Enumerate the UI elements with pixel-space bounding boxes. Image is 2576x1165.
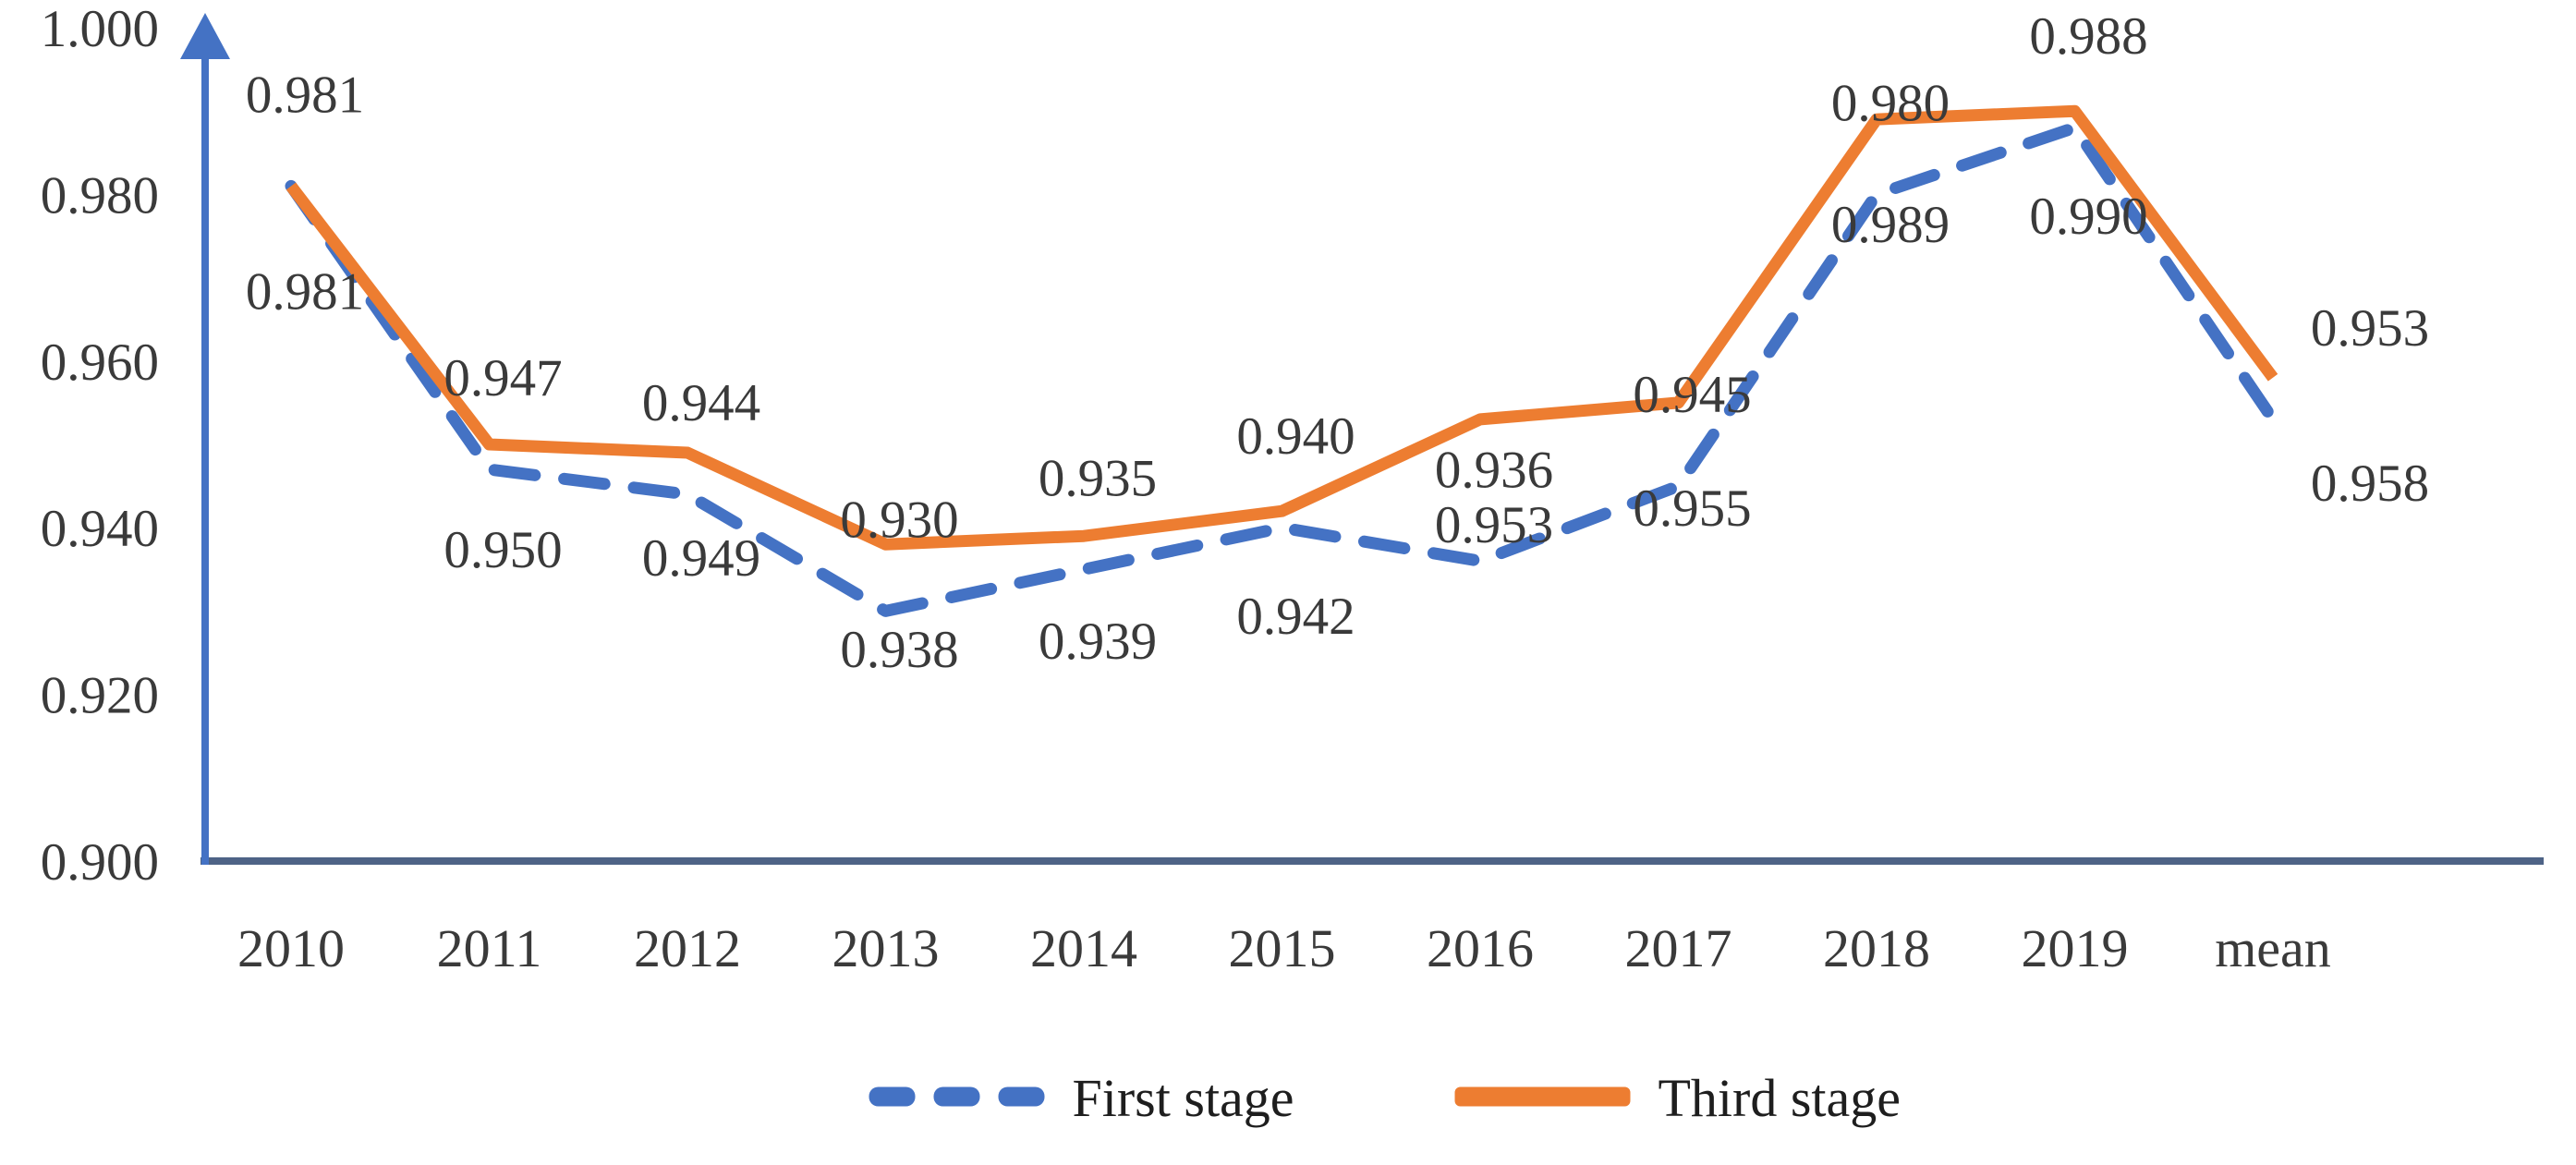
data-label: 0.981	[246, 66, 364, 124]
y-tick-label: 0.940	[41, 500, 159, 558]
y-tick-label: 0.960	[41, 334, 159, 392]
data-label: 0.981	[246, 262, 364, 321]
x-category-label: 2010	[237, 918, 345, 978]
y-tick-label: 0.980	[41, 166, 159, 225]
x-category-label: 2017	[1625, 918, 1732, 978]
legend-entry-first-stage: First stage	[869, 1068, 1294, 1128]
x-category-label: 2015	[1229, 918, 1336, 978]
legend-dashed-line-swatch	[869, 1086, 1045, 1107]
legend-solid-line-swatch	[1454, 1086, 1631, 1107]
data-label: 0.947	[444, 349, 562, 407]
x-category-label: 2014	[1030, 918, 1137, 978]
data-label: 0.950	[444, 521, 562, 579]
data-label: 0.935	[1039, 449, 1157, 507]
data-label: 0.990	[2029, 188, 2147, 246]
x-category-label: 2018	[1823, 918, 1930, 978]
data-label: 0.988	[2029, 7, 2147, 66]
legend-entry-third-stage: Third stage	[1454, 1068, 1902, 1128]
x-category-label: 2019	[2022, 918, 2129, 978]
legend-label: First stage	[1073, 1068, 1294, 1128]
x-category-label: 2013	[832, 918, 940, 978]
data-label: 0.938	[840, 621, 958, 679]
y-axis-tick-labels: 1.000 0.980 0.960 0.940 0.920 0.900	[41, 0, 159, 892]
data-labels-third-stage: 0.981 0.950 0.949 0.938 0.939 0.942 0.953 0.955…	[246, 188, 2429, 679]
data-label: 0.980	[1831, 74, 1950, 132]
legend-dash	[998, 1086, 1045, 1107]
x-category-label: 2012	[634, 918, 741, 978]
data-label: 0.949	[642, 529, 760, 588]
legend-dash	[933, 1086, 980, 1107]
data-label: 0.930	[840, 491, 958, 549]
y-tick-label: 0.920	[41, 667, 159, 725]
x-axis-category-labels: 2010 2011 2012 2013 2014 2015 2016 2017 2018 2019…	[237, 918, 2331, 978]
series-line-third-stage	[286, 104, 2278, 551]
data-label: 0.939	[1039, 613, 1157, 671]
data-label: 0.953	[1435, 496, 1553, 554]
data-label: 0.944	[642, 374, 760, 432]
y-tick-label: 1.000	[41, 0, 159, 58]
data-label: 0.945	[1633, 366, 1751, 424]
data-label: 0.940	[1236, 407, 1355, 466]
data-labels-first-stage: 0.981 0.947 0.944 0.930 0.935 0.940 0.936 0.945…	[246, 7, 2429, 549]
data-label: 0.989	[1831, 196, 1950, 254]
x-category-label: 2016	[1427, 918, 1534, 978]
x-category-label: 2011	[437, 918, 542, 978]
data-label: 0.942	[1236, 588, 1355, 646]
data-label: 0.955	[1633, 479, 1751, 538]
legend: First stage Third stage	[869, 1068, 1902, 1128]
y-tick-label: 0.900	[41, 833, 159, 892]
series-line-first-stage	[285, 121, 2279, 617]
legend-dash	[869, 1086, 916, 1107]
data-label: 0.953	[2311, 299, 2429, 358]
data-label: 0.936	[1435, 441, 1553, 499]
y-axis-arrow-icon	[180, 13, 230, 59]
legend-label: Third stage	[1659, 1068, 1902, 1128]
x-category-label: mean	[2215, 918, 2331, 978]
data-label: 0.958	[2311, 455, 2429, 513]
